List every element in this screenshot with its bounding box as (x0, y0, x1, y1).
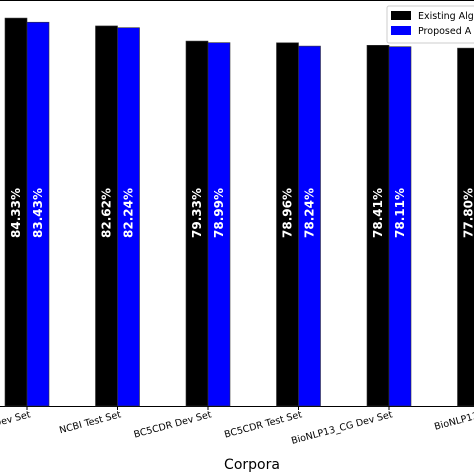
bar-value-label: 78.99% (212, 188, 226, 238)
x-tick-label: NCBI Test Set (58, 409, 122, 436)
bar-proposed-2 (207, 42, 231, 407)
bar-existing-5 (457, 47, 474, 407)
bar-proposed-3 (298, 45, 321, 407)
bar-proposed-1 (117, 27, 140, 407)
legend-swatch-proposed (391, 26, 411, 35)
bar-proposed-4 (388, 46, 412, 407)
bar-value-label: 79.33% (190, 188, 204, 238)
bar-value-label: 78.24% (303, 188, 317, 238)
legend: Existing Alg Proposed A (386, 5, 474, 44)
bar-value-label: 78.96% (281, 188, 295, 238)
bar-proposed-0 (26, 21, 50, 407)
legend-swatch-existing (391, 11, 411, 20)
x-tick-label: BioNLP13_CG Dev Set (290, 409, 394, 447)
bar-value-label: 83.43% (31, 188, 45, 238)
bar-value-label: 82.62% (100, 188, 114, 238)
bar-value-label: 78.11% (393, 188, 407, 238)
bars-group: 84.33% 83.43% 82.62% 82.24% 79.33% 78.99% 78.9… (4, 17, 474, 407)
bar-value-label: 84.33% (9, 188, 23, 238)
x-tick-label: BC5CDR Dev Set (133, 409, 213, 440)
bar-value-label: 77.80% (462, 188, 474, 238)
legend-label-existing: Existing Alg (418, 11, 474, 22)
bar-value-label: 78.41% (371, 188, 385, 238)
x-tick-label: CBI Dev Set (0, 409, 32, 434)
legend-label-proposed: Proposed A (418, 26, 472, 37)
x-axis-title: Corpora (224, 457, 280, 473)
bar-value-label: 82.24% (122, 188, 136, 238)
x-tick-label: BioNLP13_ (433, 409, 474, 433)
